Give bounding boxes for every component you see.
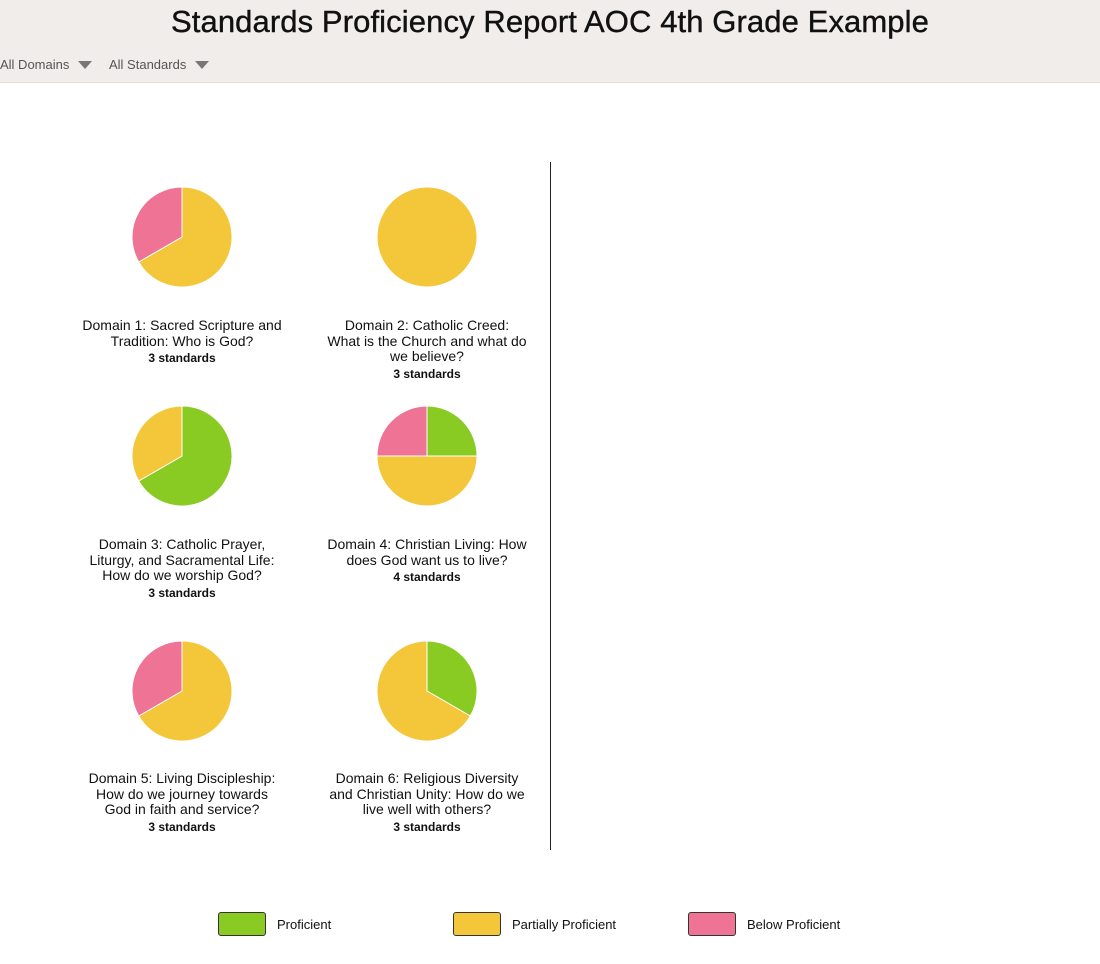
slice-partially-proficient[interactable] bbox=[138, 186, 233, 288]
pie-chart bbox=[131, 640, 233, 742]
legend-item-proficient: Proficient bbox=[218, 912, 331, 936]
slice-below-proficient[interactable] bbox=[131, 640, 183, 717]
report-header: Standards Proficiency Report AOC 4th Gra… bbox=[0, 0, 1100, 83]
legend-item-partially-proficient: Partially Proficient bbox=[453, 912, 616, 936]
domain-label: Domain 1: Sacred Scripture and Tradition… bbox=[82, 317, 282, 365]
legend-label: Partially Proficient bbox=[512, 916, 617, 932]
domain-title: Domain 1: Sacred Scripture and Tradition… bbox=[82, 317, 282, 349]
slice-proficient[interactable] bbox=[426, 640, 478, 717]
domain-label: Domain 5: Living Discipleship: How do we… bbox=[82, 770, 282, 834]
legend-item-below-proficient: Below Proficient bbox=[688, 912, 840, 936]
slice-partially-proficient[interactable] bbox=[376, 186, 478, 288]
standards-count: 3 standards bbox=[393, 366, 461, 381]
legend-label: Below Proficient bbox=[747, 916, 841, 932]
domain-chart-5[interactable]: Domain 5: Living Discipleship: How do we… bbox=[82, 640, 282, 834]
domain-label: Domain 4: Christian Living: How does God… bbox=[327, 536, 527, 584]
legend-swatch bbox=[453, 912, 501, 936]
slice-partially-proficient[interactable] bbox=[131, 405, 183, 482]
domain-label: Domain 3: Catholic Prayer, Liturgy, and … bbox=[82, 536, 282, 600]
standards-count: 3 standards bbox=[148, 351, 216, 365]
domain-title: Domain 5: Living Discipleship: How do we… bbox=[88, 770, 276, 817]
domain-label: Domain 6: Religious Diversity and Christ… bbox=[327, 770, 527, 834]
pie-chart bbox=[376, 186, 478, 288]
slice-proficient[interactable] bbox=[138, 405, 233, 507]
slice-partially-proficient[interactable] bbox=[138, 640, 233, 742]
legend-swatch bbox=[218, 912, 266, 936]
chevron-down-icon bbox=[195, 61, 210, 69]
legend-swatch bbox=[688, 912, 736, 936]
domain-chart-1[interactable]: Domain 1: Sacred Scripture and Tradition… bbox=[82, 186, 282, 365]
standard-filter-label: All Standards bbox=[109, 57, 187, 72]
domain-title: Domain 3: Catholic Prayer, Liturgy, and … bbox=[89, 536, 275, 583]
legend-label: Proficient bbox=[277, 916, 332, 932]
domain-chart-3[interactable]: Domain 3: Catholic Prayer, Liturgy, and … bbox=[82, 405, 282, 600]
slice-partially-proficient[interactable] bbox=[376, 640, 471, 742]
slice-below-proficient[interactable] bbox=[131, 186, 183, 263]
pie-chart bbox=[131, 405, 233, 507]
standard-filter-dropdown[interactable]: All Standards bbox=[109, 57, 210, 72]
domain-filter-dropdown[interactable]: All Domains bbox=[0, 57, 93, 72]
domain-title: Domain 6: Religious Diversity and Christ… bbox=[329, 770, 525, 817]
domain-title: Domain 4: Christian Living: How does God… bbox=[327, 536, 527, 568]
domain-label: Domain 2: Catholic Creed: What is the Ch… bbox=[327, 317, 527, 381]
pie-chart bbox=[131, 186, 233, 288]
page-title: Standards Proficiency Report AOC 4th Gra… bbox=[171, 4, 929, 39]
standards-count: 3 standards bbox=[148, 819, 216, 834]
pie-chart bbox=[376, 640, 478, 742]
domain-title: Domain 2: Catholic Creed: What is the Ch… bbox=[327, 317, 527, 364]
slice-below-proficient[interactable] bbox=[376, 405, 428, 457]
chevron-down-icon bbox=[78, 61, 93, 69]
slice-partially-proficient[interactable] bbox=[376, 455, 478, 507]
domain-chart-4[interactable]: Domain 4: Christian Living: How does God… bbox=[327, 405, 527, 584]
domain-filter-label: All Domains bbox=[0, 57, 70, 72]
vertical-divider bbox=[550, 162, 551, 850]
standards-count: 4 standards bbox=[393, 570, 461, 584]
domain-chart-2[interactable]: Domain 2: Catholic Creed: What is the Ch… bbox=[327, 186, 527, 381]
pie-chart bbox=[376, 405, 478, 507]
slice-proficient[interactable] bbox=[426, 405, 478, 457]
standards-count: 3 standards bbox=[393, 819, 461, 834]
standards-count: 3 standards bbox=[148, 585, 216, 600]
domain-chart-6[interactable]: Domain 6: Religious Diversity and Christ… bbox=[327, 640, 527, 834]
